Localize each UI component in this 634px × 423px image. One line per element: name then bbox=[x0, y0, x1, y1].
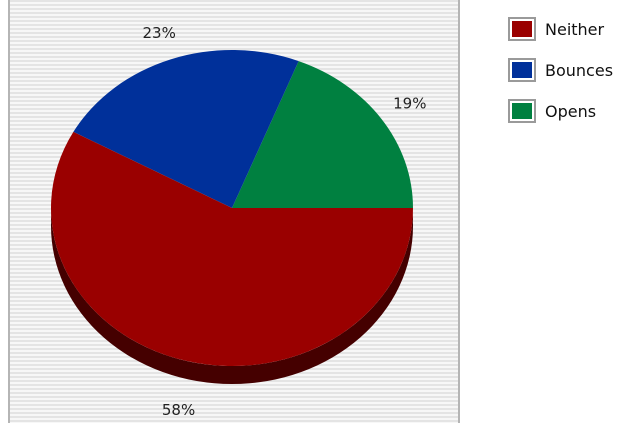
legend-swatch bbox=[508, 17, 536, 41]
legend-item-neither: Neither bbox=[508, 15, 634, 43]
legend-label: Neither bbox=[545, 19, 605, 39]
legend-label: Bounces bbox=[545, 60, 614, 80]
pie-slice-bounces bbox=[73, 49, 299, 208]
legend-swatch bbox=[508, 99, 536, 123]
legend-item-bounces: Bounces bbox=[508, 56, 634, 84]
slice-label-neither: 58% bbox=[162, 401, 195, 419]
pie-group: 19% 23% 58% bbox=[50, 24, 426, 419]
legend: Neither Bounces Opens bbox=[508, 15, 634, 138]
pie-slice-neither bbox=[50, 131, 413, 366]
slice-label-opens: 19% bbox=[393, 94, 426, 112]
legend-item-opens: Opens bbox=[508, 97, 634, 125]
pie-slice-opens bbox=[232, 61, 413, 209]
legend-label: Opens bbox=[545, 101, 597, 121]
slice-label-bounces: 23% bbox=[142, 24, 175, 42]
legend-swatch bbox=[508, 58, 536, 82]
